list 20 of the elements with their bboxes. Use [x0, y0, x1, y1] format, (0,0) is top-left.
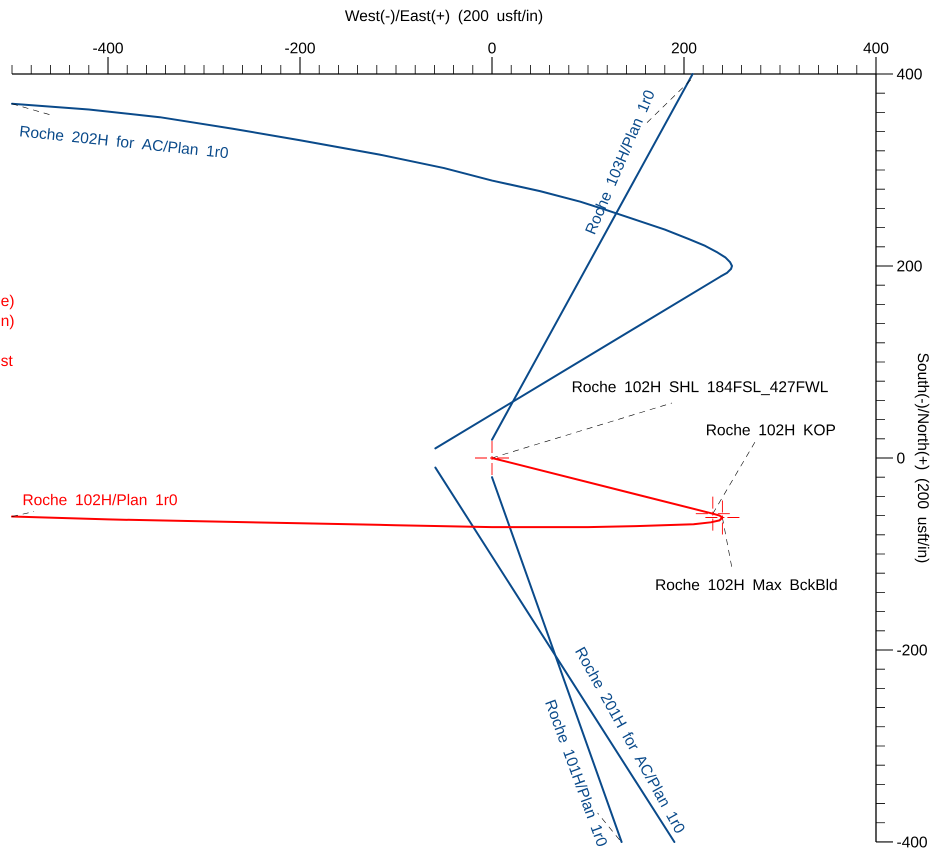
x-tick-label: -400 [93, 42, 123, 54]
x-tick-label: 200 [672, 42, 696, 54]
annotation: Roche 102H Max BckBld [656, 578, 837, 590]
y-tick-label: 0 [897, 452, 905, 464]
x-tick-label: 0 [488, 42, 496, 54]
annotation: e) [1, 294, 14, 310]
x-axis-title: West(-)/East(+) (200 usft/in) [344, 10, 542, 24]
x-tick-label: -200 [285, 42, 315, 54]
y-tick-label: -200 [897, 644, 927, 656]
y-axis-title: South(-)/North(+) (200 usft/in) [914, 353, 930, 562]
annotation: n) [2, 314, 14, 330]
series-label: Roche 102H/Plan 1r0 [24, 494, 177, 506]
annotation: Roche 102H KOP [707, 424, 836, 436]
y-tick-label: 400 [896, 68, 922, 80]
x-tick-label: 400 [863, 42, 888, 54]
text: Roche 202H for AC/Plan 1r0 [20, 126, 228, 158]
annotation: Roche 102H SHL 184FSL_427FWL [572, 380, 828, 396]
annotation: st [1, 356, 13, 366]
y-tick-label: 200 [897, 260, 922, 272]
y-tick-label: -400 [897, 836, 927, 848]
